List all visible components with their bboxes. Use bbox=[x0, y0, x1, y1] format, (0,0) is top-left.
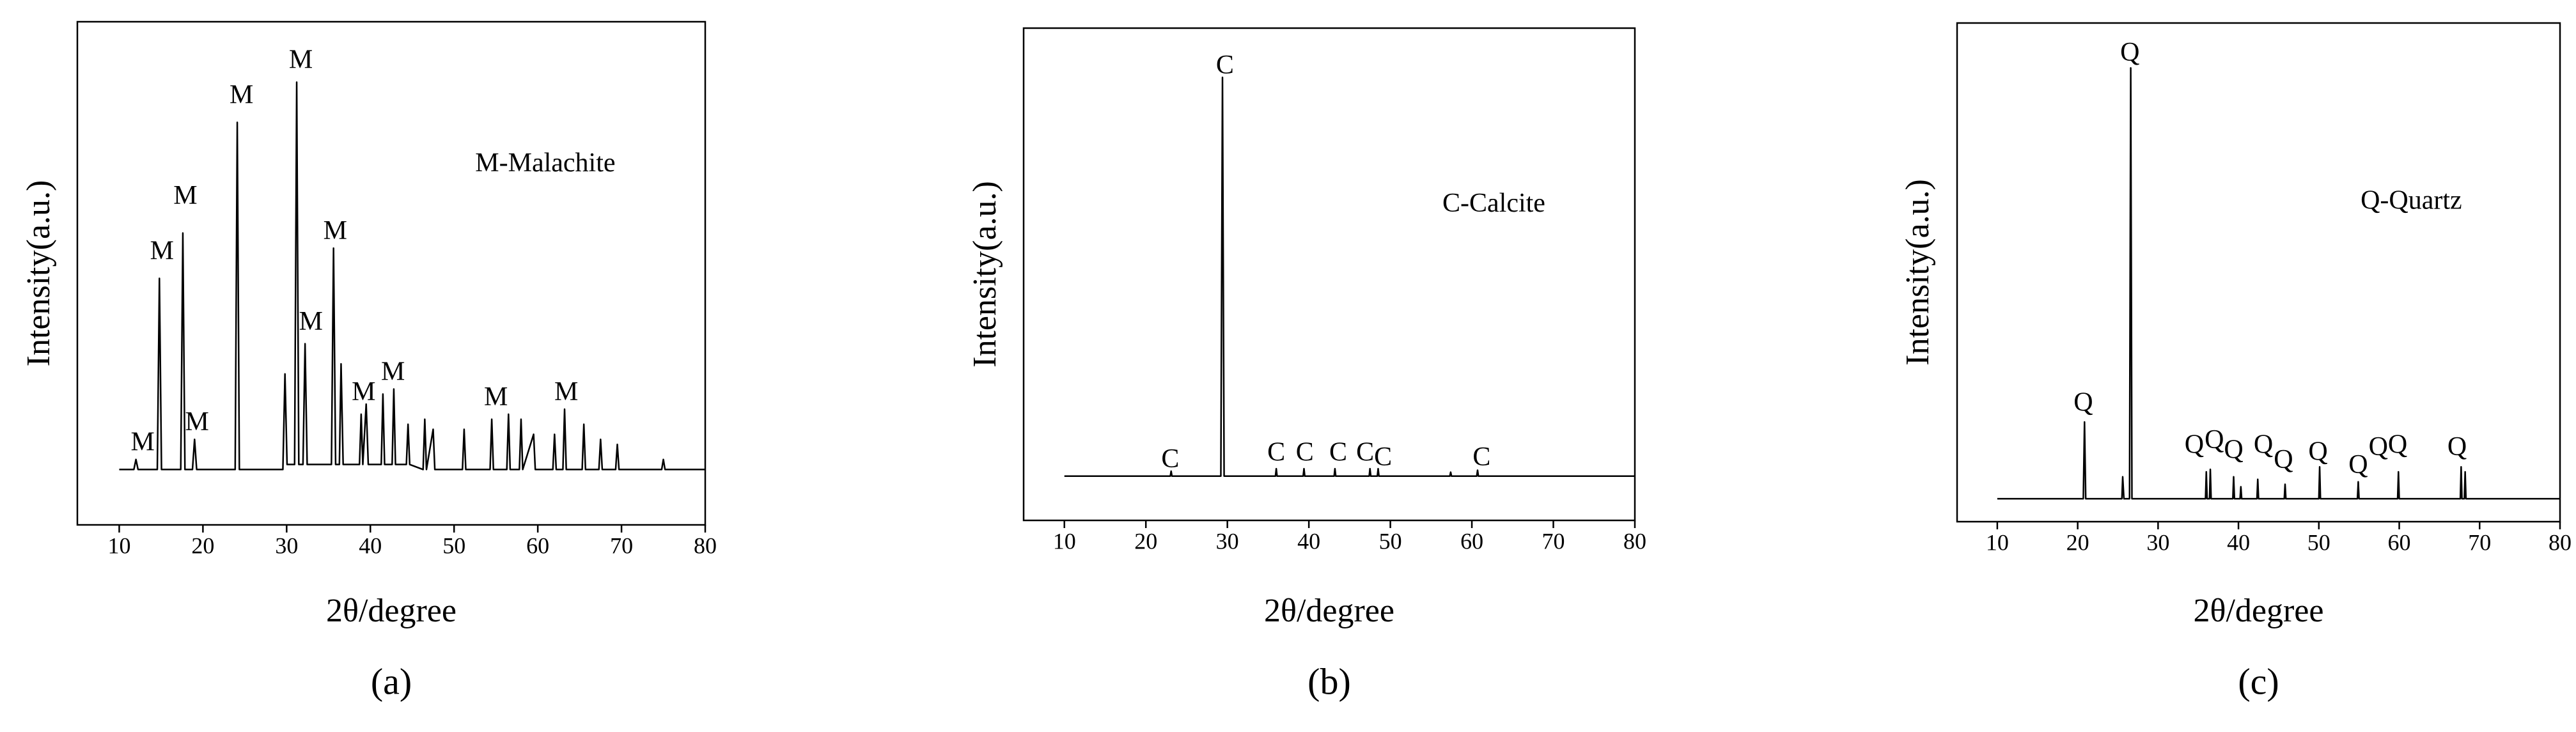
x-tick-label: 30 bbox=[275, 533, 298, 558]
x-tick-label: 50 bbox=[442, 533, 465, 558]
plot-frame bbox=[1956, 22, 2561, 523]
x-tick-label: 50 bbox=[2307, 529, 2330, 555]
peak-annotation: M bbox=[130, 428, 154, 457]
x-tick-label: 40 bbox=[2227, 529, 2250, 555]
x-tick-label: 80 bbox=[694, 533, 717, 558]
peak-annotation: Q bbox=[2308, 437, 2327, 467]
peak-annotation: Q bbox=[2348, 450, 2368, 479]
peak-annotation: C bbox=[1161, 444, 1179, 474]
panel-label: (c) bbox=[2238, 660, 2279, 702]
x-tick-label: 10 bbox=[107, 533, 130, 558]
x-tick-label: 40 bbox=[359, 533, 382, 558]
y-axis-title: Intensity(a.u.) bbox=[967, 181, 1003, 368]
peak-annotation: Q bbox=[2447, 432, 2467, 462]
peak-annotation: Q bbox=[2254, 430, 2273, 460]
peak-annotation: M bbox=[352, 377, 375, 407]
peak-annotation: Q bbox=[2224, 435, 2243, 464]
y-axis-title: Intensity(a.u.) bbox=[20, 180, 57, 367]
peak-annotation: M bbox=[150, 237, 174, 266]
peak-annotation: C bbox=[1216, 51, 1234, 80]
peak-annotation: Q bbox=[2274, 445, 2293, 474]
x-axis-title: 2θ/degree bbox=[1264, 593, 1394, 629]
peak-annotation: C-Calcite bbox=[1442, 189, 1545, 218]
peak-annotation: Q bbox=[2073, 387, 2093, 417]
x-tick-label: 80 bbox=[2549, 529, 2572, 555]
panel-label: (b) bbox=[1308, 660, 1351, 702]
peak-annotation: C bbox=[1472, 442, 1490, 472]
x-axis-title: 2θ/degree bbox=[2194, 593, 2324, 629]
peak-annotation: M bbox=[554, 377, 578, 407]
peak-annotation: M bbox=[381, 357, 405, 387]
peak-annotation: M bbox=[289, 45, 313, 75]
x-tick-label: 60 bbox=[526, 533, 549, 558]
peak-annotation: Q bbox=[2388, 430, 2407, 460]
peak-annotation: Q bbox=[2120, 38, 2139, 67]
x-tick-label: 70 bbox=[1542, 528, 1565, 554]
x-tick-label: 70 bbox=[2468, 529, 2491, 555]
peak-annotation: C bbox=[1374, 442, 1392, 472]
peak-annotation: Q bbox=[2185, 430, 2204, 460]
x-tick-label: 10 bbox=[1053, 528, 1076, 554]
plot-frame bbox=[1022, 27, 1636, 522]
x-tick-label: 30 bbox=[2146, 529, 2169, 555]
peak-annotation: Q-Quartz bbox=[2361, 185, 2462, 215]
x-tick-label: 80 bbox=[1623, 528, 1646, 554]
peak-annotation: M bbox=[173, 181, 197, 210]
x-tick-label: 60 bbox=[1460, 528, 1483, 554]
peak-annotation: Q bbox=[2205, 425, 2224, 455]
x-tick-label: 70 bbox=[610, 533, 633, 558]
peak-annotation: M bbox=[484, 382, 508, 412]
peak-annotation: C bbox=[1267, 437, 1285, 467]
x-tick-label: 20 bbox=[2066, 529, 2089, 555]
x-tick-label: 20 bbox=[1134, 528, 1157, 554]
peak-annotation: C bbox=[1356, 437, 1374, 467]
xrd-line bbox=[1997, 66, 2560, 500]
peak-annotation: M bbox=[299, 307, 323, 336]
peak-annotation: M bbox=[324, 216, 347, 245]
plot-frame bbox=[76, 20, 706, 526]
peak-annotation: M bbox=[185, 407, 209, 437]
x-tick-label: 50 bbox=[1379, 528, 1402, 554]
panel-label: (a) bbox=[371, 660, 412, 702]
x-axis-title: 2θ/degree bbox=[326, 593, 457, 629]
x-tick-label: 20 bbox=[191, 533, 214, 558]
peak-annotation: M-Malachite bbox=[475, 148, 615, 178]
x-tick-label: 60 bbox=[2388, 529, 2411, 555]
peak-annotation: C bbox=[1296, 437, 1314, 467]
peak-annotation: C bbox=[1329, 437, 1347, 467]
x-tick-label: 30 bbox=[1216, 528, 1239, 554]
peak-annotation: Q bbox=[2369, 432, 2388, 462]
xrd-line bbox=[119, 81, 705, 471]
x-tick-label: 10 bbox=[1986, 529, 2009, 555]
y-axis-title: Intensity(a.u.) bbox=[1900, 179, 1936, 366]
x-tick-label: 40 bbox=[1297, 528, 1320, 554]
peak-annotation: M bbox=[230, 81, 253, 110]
xrd-line bbox=[1064, 76, 1635, 477]
